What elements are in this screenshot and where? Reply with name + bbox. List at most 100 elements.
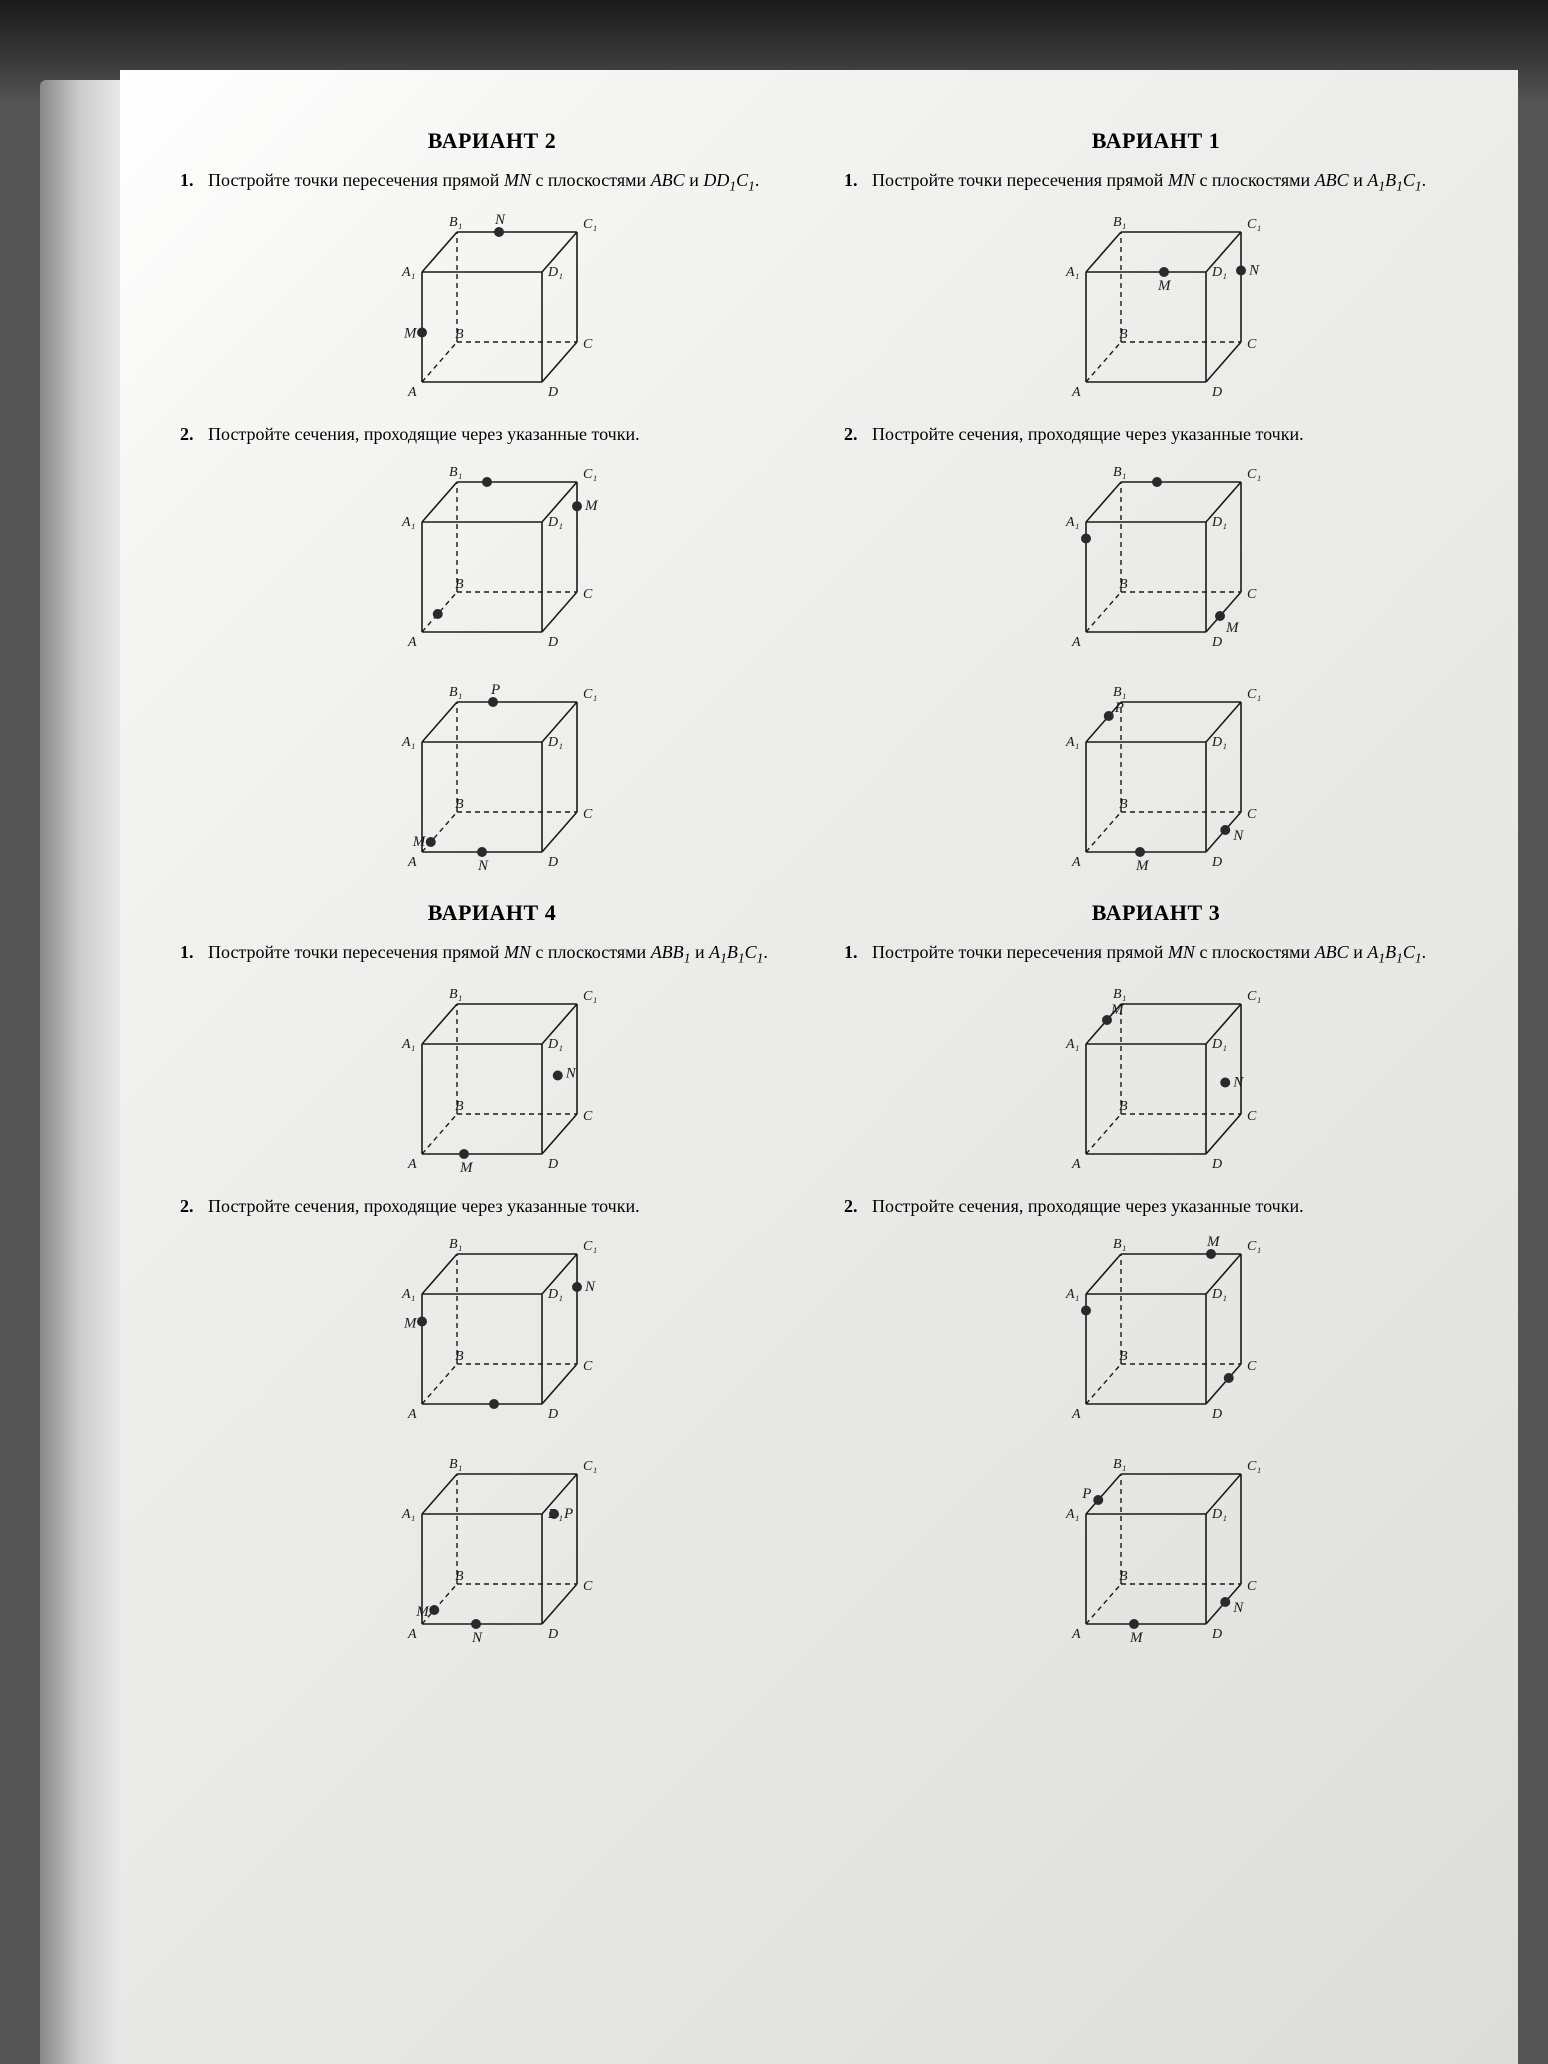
svg-text:D₁: D₁ <box>547 1287 563 1302</box>
svg-text:D₁: D₁ <box>547 1037 563 1052</box>
svg-text:C₁: C₁ <box>583 217 597 232</box>
task-number: 2. <box>844 422 862 446</box>
svg-text:A₁: A₁ <box>1065 1287 1079 1302</box>
v2-task-2: 2. Постройте сечения, проходящие через у… <box>180 422 804 446</box>
svg-text:C₁: C₁ <box>1247 1459 1261 1474</box>
v1-task-2: 2. Постройте сечения, проходящие через у… <box>844 422 1468 446</box>
v2-cube-2b: ABCDA₁B₁C₁D₁PMN <box>180 672 804 882</box>
svg-text:A₁: A₁ <box>1065 735 1079 750</box>
v4-cube-2a: ABCDA₁B₁C₁D₁MN <box>180 1224 804 1434</box>
svg-text:C₁: C₁ <box>583 467 597 482</box>
svg-text:D: D <box>1211 385 1222 400</box>
svg-text:A₁: A₁ <box>401 1287 415 1302</box>
svg-text:A₁: A₁ <box>1065 265 1079 280</box>
svg-text:N: N <box>565 1065 577 1081</box>
two-column-layout: ВАРИАНТ 2 1. Постройте точки пересечения… <box>180 110 1468 1664</box>
task-text: Постройте точки пересечения прямой MN с … <box>208 940 768 968</box>
svg-text:B₁: B₁ <box>449 215 462 230</box>
svg-text:C: C <box>1247 1109 1257 1124</box>
svg-text:N: N <box>477 858 489 874</box>
svg-text:M: M <box>415 1604 430 1620</box>
v3-cube-2a: ABCDA₁B₁C₁D₁M <box>844 1224 1468 1434</box>
task-text: Постройте точки пересечения прямой MN с … <box>208 168 759 196</box>
svg-text:A₁: A₁ <box>401 735 415 750</box>
svg-text:D₁: D₁ <box>547 265 563 280</box>
v3-cube-1: ABCDA₁B₁C₁D₁MN <box>844 974 1468 1184</box>
svg-text:C₁: C₁ <box>1247 687 1261 702</box>
worksheet-page: ВАРИАНТ 2 1. Постройте точки пересечения… <box>120 70 1518 2064</box>
v4-task-2: 2. Постройте сечения, проходящие через у… <box>180 1194 804 1218</box>
svg-text:D₁: D₁ <box>1211 515 1227 530</box>
v2-cube-2a: ABCDA₁B₁C₁D₁M <box>180 452 804 662</box>
svg-text:A: A <box>1071 635 1081 650</box>
svg-text:N: N <box>1232 1074 1244 1090</box>
svg-text:B: B <box>455 797 464 812</box>
svg-text:B₁: B₁ <box>1113 215 1126 230</box>
svg-text:A: A <box>407 855 417 870</box>
svg-text:D₁: D₁ <box>547 515 563 530</box>
svg-text:A: A <box>1071 1627 1081 1642</box>
svg-text:C: C <box>583 1109 593 1124</box>
svg-text:B₁: B₁ <box>1113 1457 1126 1472</box>
svg-text:A: A <box>1071 385 1081 400</box>
svg-text:B₁: B₁ <box>1113 685 1126 700</box>
svg-text:B₁: B₁ <box>1113 1237 1126 1252</box>
task-number: 1. <box>180 168 198 196</box>
svg-text:D: D <box>547 385 558 400</box>
svg-text:M: M <box>1157 278 1172 294</box>
svg-text:M: M <box>1225 620 1240 636</box>
svg-text:A: A <box>407 635 417 650</box>
task-text: Постройте сечения, проходящие через указ… <box>872 422 1304 446</box>
svg-text:D₁: D₁ <box>1211 1037 1227 1052</box>
svg-text:M: M <box>1206 1234 1221 1250</box>
svg-text:A₁: A₁ <box>401 515 415 530</box>
svg-text:M: M <box>403 325 418 341</box>
task-number: 1. <box>844 940 862 968</box>
svg-text:B: B <box>1119 1099 1128 1114</box>
svg-text:D: D <box>1211 635 1222 650</box>
svg-text:N: N <box>584 1279 596 1295</box>
svg-text:C: C <box>1247 1359 1257 1374</box>
task-text: Постройте сечения, проходящие через указ… <box>208 1194 640 1218</box>
svg-text:C₁: C₁ <box>583 687 597 702</box>
v4-task-1: 1. Постройте точки пересечения прямой MN… <box>180 940 804 968</box>
svg-text:C₁: C₁ <box>1247 217 1261 232</box>
svg-text:B₁: B₁ <box>1113 465 1126 480</box>
svg-text:B: B <box>455 1349 464 1364</box>
svg-text:A: A <box>407 1627 417 1642</box>
task-number: 1. <box>180 940 198 968</box>
svg-text:D₁: D₁ <box>1211 1507 1227 1522</box>
svg-text:A₁: A₁ <box>1065 1037 1079 1052</box>
v4-cube-2b: ABCDA₁B₁C₁D₁PMN <box>180 1444 804 1654</box>
task-number: 2. <box>180 1194 198 1218</box>
svg-text:M: M <box>584 498 599 514</box>
svg-text:A: A <box>1071 1157 1081 1172</box>
svg-text:M: M <box>403 1316 418 1332</box>
variant-1-title: ВАРИАНТ 1 <box>844 128 1468 154</box>
svg-text:C₁: C₁ <box>583 1239 597 1254</box>
svg-text:A₁: A₁ <box>401 1507 415 1522</box>
svg-text:A₁: A₁ <box>1065 515 1079 530</box>
svg-text:C: C <box>583 1579 593 1594</box>
left-column: ВАРИАНТ 2 1. Постройте точки пересечения… <box>180 110 804 1664</box>
svg-text:P: P <box>490 682 500 698</box>
svg-text:D₁: D₁ <box>1211 1287 1227 1302</box>
svg-text:B: B <box>455 1569 464 1584</box>
svg-text:B: B <box>1119 1569 1128 1584</box>
svg-text:C: C <box>583 1359 593 1374</box>
svg-text:B: B <box>455 577 464 592</box>
svg-text:C: C <box>1247 587 1257 602</box>
svg-text:D: D <box>547 1627 558 1642</box>
svg-text:D: D <box>1211 1157 1222 1172</box>
svg-text:C: C <box>583 807 593 822</box>
svg-text:C₁: C₁ <box>583 989 597 1004</box>
task-text: Постройте точки пересечения прямой MN с … <box>872 940 1426 968</box>
svg-text:M: M <box>1129 1630 1144 1646</box>
svg-text:A₁: A₁ <box>1065 1507 1079 1522</box>
svg-text:C₁: C₁ <box>1247 1239 1261 1254</box>
svg-text:A₁: A₁ <box>401 265 415 280</box>
svg-text:M: M <box>459 1160 474 1176</box>
svg-text:C₁: C₁ <box>583 1459 597 1474</box>
page-binding-edge <box>40 80 120 2064</box>
svg-text:P: P <box>563 1506 573 1522</box>
